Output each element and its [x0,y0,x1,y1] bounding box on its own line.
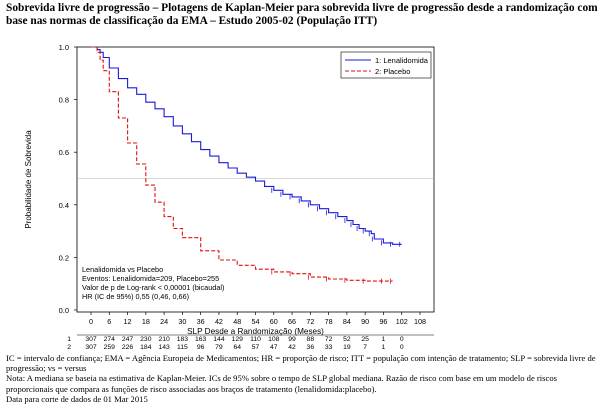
y-tick-label: 0.4 [59,201,69,210]
risk-cell: 307 [85,344,97,350]
legend-label: 2: Placebo [375,67,410,76]
risk-cell: 230 [140,336,152,343]
x-tick-label: 60 [270,317,278,326]
annotation-line: Eventos: Lenalidomida=209, Placebo=255 [82,274,219,283]
risk-cell: 33 [325,344,333,350]
risk-cell: 183 [177,336,189,343]
risk-cell: 143 [158,344,170,350]
risk-cell: 42 [288,344,296,350]
y-tick-label: 0.8 [59,96,69,105]
x-tick-label: 48 [233,317,241,326]
y-tick-label: 0.6 [59,148,69,157]
annotation-line: HR (IC de 95%) 0,55 (0,46, 0,66) [82,292,189,301]
legend-box [340,51,432,79]
risk-cell: 36 [307,344,315,350]
x-axis-label: SLP Desde a Randomização (Meses) [187,327,324,336]
risk-cell: 163 [195,336,207,343]
risk-cell: 129 [232,336,244,343]
risk-cell: 19 [343,344,351,350]
risk-cell: 25 [361,336,369,343]
risk-cell: 0 [400,344,404,350]
risk-cell: 259 [104,344,116,350]
risk-row-label: 2 [67,344,71,350]
risk-cell: 307 [85,336,97,343]
risk-cell: 96 [197,344,205,350]
footnotes: IC = intervalo de confiança; EMA = Agênc… [6,353,606,404]
risk-cell: 1 [382,336,386,343]
risk-cell: 79 [215,344,223,350]
legend-label: 1: Lenalidomida [375,56,429,65]
risk-cell: 144 [213,336,225,343]
x-tick-label: 30 [178,317,186,326]
x-tick-label: 42 [215,317,223,326]
risk-cell: 64 [233,344,241,350]
risk-cell: 108 [268,336,280,343]
risk-cell: 226 [122,344,134,350]
risk-cell: 47 [270,344,278,350]
y-tick-label: 0.2 [59,253,69,262]
risk-row-label: 1 [67,336,71,343]
x-tick-label: 12 [124,317,132,326]
x-tick-label: 0 [89,317,93,326]
risk-cell: 57 [252,344,260,350]
y-tick-label: 0.0 [59,306,69,315]
x-tick-label: 36 [197,317,205,326]
annotation-line: Valor de p de Log-rank < 0,00001 (bicaud… [82,283,224,292]
footnote-note: Nota: A mediana se baseia na estimativa … [6,373,557,394]
x-tick-label: 96 [379,317,387,326]
chart-legend: 1: Lenalidomida 2: Placebo [340,51,432,79]
x-tick-label: 66 [288,317,296,326]
series-line-1 [91,46,402,245]
risk-cell: 0 [400,336,404,343]
footnote-cutoff: Data para corte de dados de 01 Mar 2015 [6,393,148,404]
figure-title: Sobrevida livre de progressão – Plotagen… [6,2,598,27]
risk-cell: 115 [177,344,188,350]
x-tick-label: 18 [142,317,150,326]
risk-cell: 52 [343,336,351,343]
x-tick-label: 90 [361,317,369,326]
km-chart: 0.0 0.2 0.4 0.6 0.8 1.0 Probabilidade de Sobre… [24,43,435,350]
footnote-abbreviations: IC = intervalo de confiança; EMA = Agênc… [6,353,596,374]
risk-cell: 88 [307,336,315,343]
risk-cell: 99 [288,336,296,343]
x-tick-label: 108 [414,317,426,326]
risk-cell: 210 [158,336,170,343]
risk-cell: 7 [363,344,367,350]
risk-cell: 274 [104,336,116,343]
risk-table: 1 307 274 247 230 210 183 163 144 129 110 108 99 88 72… [67,334,434,350]
series-line-2 [91,46,393,282]
risk-cell: 184 [140,344,152,350]
risk-cell: 247 [122,336,134,343]
risk-cell: 1 [382,344,386,350]
chart-series [91,46,402,284]
x-tick-label: 84 [343,317,351,326]
risk-cell: 72 [325,336,333,343]
y-axis-label: Probabilidade de Sobrevida [24,130,33,229]
risk-cell: 110 [250,336,261,343]
x-tick-label: 72 [306,317,314,326]
x-tick-label: 24 [160,317,168,326]
x-tick-label: 54 [252,317,260,326]
x-tick-label: 78 [325,317,333,326]
x-tick-label: 102 [396,317,408,326]
x-tick-label: 6 [107,317,111,326]
y-tick-label: 1.0 [59,43,69,52]
annotation-line: Lenalidomida vs Placebo [82,265,163,274]
